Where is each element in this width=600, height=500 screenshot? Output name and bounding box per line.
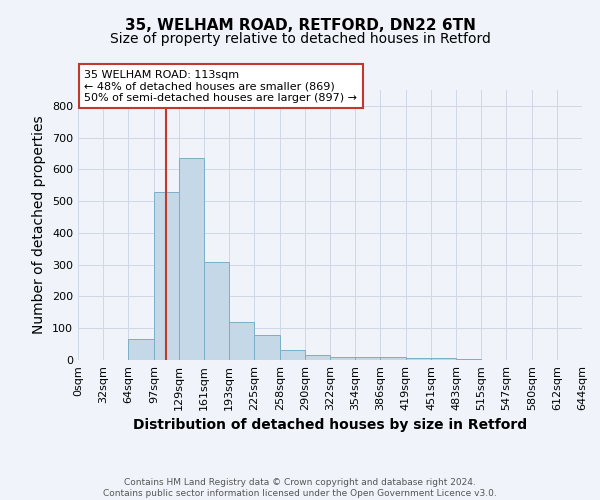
- Y-axis label: Number of detached properties: Number of detached properties: [32, 116, 46, 334]
- Bar: [229, 322, 254, 360]
- Bar: [406, 358, 431, 360]
- Bar: [254, 335, 280, 360]
- Bar: [330, 357, 355, 360]
- Bar: [128, 340, 154, 360]
- Text: Contains HM Land Registry data © Crown copyright and database right 2024.
Contai: Contains HM Land Registry data © Crown c…: [103, 478, 497, 498]
- Text: 35, WELHAM ROAD, RETFORD, DN22 6TN: 35, WELHAM ROAD, RETFORD, DN22 6TN: [125, 18, 475, 32]
- Text: Size of property relative to detached houses in Retford: Size of property relative to detached ho…: [110, 32, 490, 46]
- Bar: [280, 350, 305, 360]
- Bar: [355, 358, 380, 360]
- Bar: [204, 262, 229, 360]
- Bar: [154, 192, 179, 360]
- X-axis label: Distribution of detached houses by size in Retford: Distribution of detached houses by size …: [133, 418, 527, 432]
- Bar: [431, 358, 456, 360]
- Bar: [179, 158, 204, 360]
- Text: 35 WELHAM ROAD: 113sqm
← 48% of detached houses are smaller (869)
50% of semi-de: 35 WELHAM ROAD: 113sqm ← 48% of detached…: [84, 70, 357, 102]
- Bar: [380, 358, 406, 360]
- Bar: [305, 355, 330, 360]
